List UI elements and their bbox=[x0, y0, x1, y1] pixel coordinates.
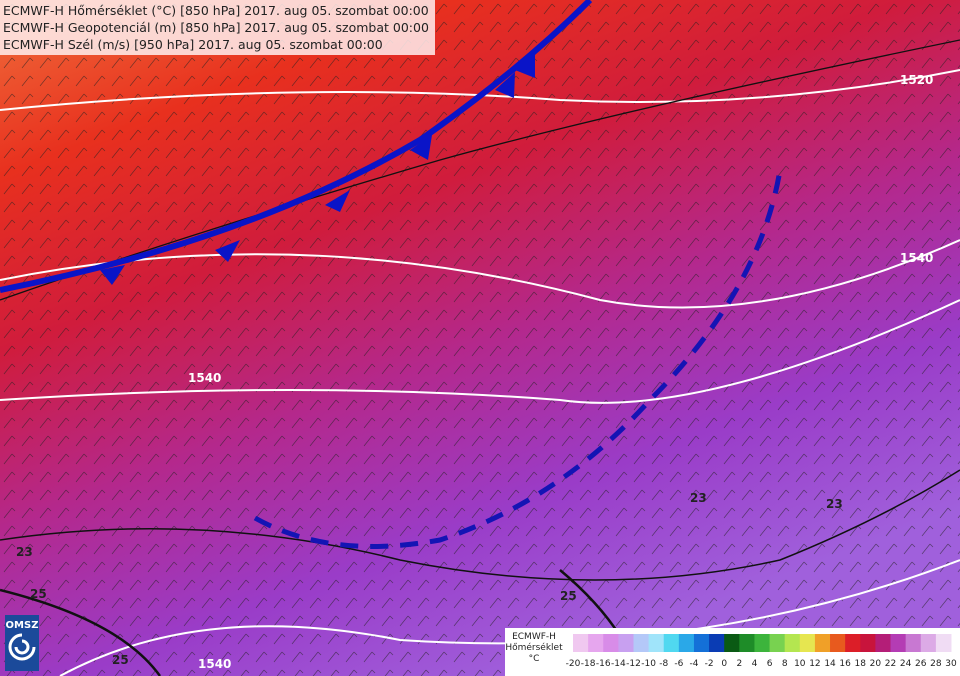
colorbar-swatch bbox=[678, 634, 695, 652]
colorbar-tick-label: -10 bbox=[641, 659, 656, 669]
colorbar-swatch bbox=[920, 634, 937, 652]
colorbar-tick-label: 0 bbox=[721, 659, 727, 669]
colorbar-swatch bbox=[603, 634, 619, 652]
colorbar-tick-label: -4 bbox=[689, 659, 698, 669]
contour-label: 25 bbox=[112, 653, 129, 667]
colorbar-tick-label: 26 bbox=[915, 659, 927, 669]
colorbar-tick-label: 6 bbox=[767, 659, 773, 669]
contour-label: 1540 bbox=[188, 371, 221, 385]
colorbar-tick-label: -20 bbox=[566, 659, 581, 669]
colorbar-swatch bbox=[799, 634, 816, 652]
colorbar-tick-label: -2 bbox=[705, 659, 714, 669]
colorbar-swatch bbox=[860, 634, 876, 652]
colorbar-tick-label: 4 bbox=[752, 659, 758, 669]
colorbar-swatch bbox=[663, 634, 680, 652]
colorbar-tick-label: 2 bbox=[736, 659, 742, 669]
colorbar-swatch bbox=[573, 634, 589, 652]
contour-label: 23 bbox=[16, 545, 33, 559]
colorbar-tick-label: 16 bbox=[839, 659, 851, 669]
colorbar-tick-label: 30 bbox=[945, 659, 957, 669]
temperature-contour bbox=[0, 39, 960, 301]
colorbar-swatch bbox=[648, 634, 665, 652]
contour-label: 23 bbox=[826, 497, 843, 511]
colorbar-swatch bbox=[739, 634, 755, 652]
logo: OMSZ bbox=[5, 615, 39, 671]
colorbar-tick-label: -16 bbox=[596, 659, 611, 669]
colorbar-swatch bbox=[784, 634, 801, 652]
contour-label: 23 bbox=[690, 491, 707, 505]
colorbar-tick-label: 10 bbox=[794, 659, 806, 669]
trough-line bbox=[253, 169, 783, 549]
geopotential-contour bbox=[59, 559, 960, 676]
colorbar-tick-label: -18 bbox=[581, 659, 596, 669]
colorbar-swatch bbox=[618, 634, 634, 652]
colorbar-swatch bbox=[935, 634, 952, 652]
colorbar-tick-label: 22 bbox=[885, 659, 896, 669]
logo-text: OMSZ bbox=[5, 620, 39, 631]
temperature-contour bbox=[0, 588, 162, 676]
colorbar-swatch bbox=[905, 634, 922, 652]
colorbar-swatch bbox=[830, 634, 846, 652]
colorbar-swatch bbox=[588, 634, 604, 652]
colorbar-tick-label: 12 bbox=[809, 659, 820, 669]
colorbar-tick-label: -8 bbox=[659, 659, 668, 669]
colorbar-swatch bbox=[693, 634, 710, 652]
colorbar-swatch bbox=[875, 634, 892, 652]
geopotential-contour bbox=[0, 299, 960, 404]
logo-icon bbox=[8, 633, 36, 661]
colorbar-swatch bbox=[754, 634, 771, 652]
header-line: ECMWF-H Hőmérséklet (°C) [850 hPa] 2017.… bbox=[3, 3, 429, 18]
colorbar-swatch bbox=[709, 634, 725, 652]
colorbar: -20 -18 -16 -14 -12 -10 -8 -6 -4 -2 0 2 4 6 8 10 12 14 16 1… bbox=[566, 634, 957, 669]
contour-label: 1520 bbox=[900, 73, 933, 87]
geopotential-contour bbox=[0, 69, 960, 111]
colorbar-swatch bbox=[769, 634, 786, 652]
temperature-contour bbox=[0, 469, 960, 581]
colorbar-swatch bbox=[814, 634, 831, 652]
legend-title: Hőmérséklet bbox=[505, 643, 563, 653]
contour-label: 25 bbox=[30, 587, 47, 601]
colorbar-tick-label: -14 bbox=[611, 659, 626, 669]
contour-label: 1540 bbox=[900, 251, 933, 265]
colorbar-swatch bbox=[724, 634, 740, 652]
colorbar-tick-label: 14 bbox=[824, 659, 836, 669]
header: ECMWF-H Hőmérséklet (°C) [850 hPa] 2017.… bbox=[0, 0, 435, 55]
colorbar-tick-label: 28 bbox=[930, 659, 942, 669]
header-line: ECMWF-H Geopotenciál (m) [850 hPa] 2017.… bbox=[3, 20, 429, 35]
legend: ECMWF-H Hőmérséklet °C -20 -18 -16 -14 -12 -1… bbox=[505, 628, 960, 676]
header-line: ECMWF-H Szél (m/s) [950 hPa] 2017. aug 0… bbox=[3, 37, 383, 52]
colorbar-tick-label: 18 bbox=[855, 659, 867, 669]
colorbar-tick-label: -6 bbox=[674, 659, 683, 669]
contour-label: 25 bbox=[560, 589, 577, 603]
colorbar-swatch bbox=[890, 634, 907, 652]
colorbar-swatch bbox=[845, 634, 861, 652]
cold-front-triangles bbox=[100, 50, 535, 285]
contour-label: 1540 bbox=[198, 657, 231, 671]
geopotential-contour bbox=[0, 239, 960, 309]
legend-title: °C bbox=[528, 654, 540, 664]
colorbar-tick-label: -12 bbox=[626, 659, 641, 669]
colorbar-tick-label: 24 bbox=[900, 659, 912, 669]
legend-title: ECMWF-H bbox=[512, 632, 556, 642]
colorbar-swatch bbox=[633, 634, 650, 652]
colorbar-tick-label: 8 bbox=[782, 659, 788, 669]
colorbar-tick-label: 20 bbox=[870, 659, 882, 669]
